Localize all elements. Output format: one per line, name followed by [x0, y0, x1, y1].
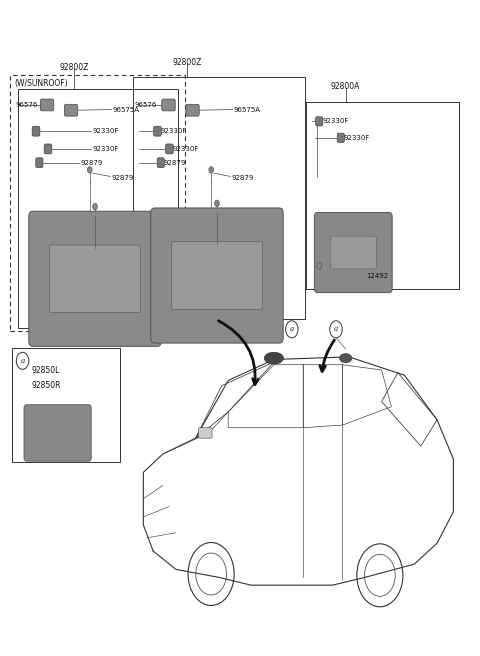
- Text: 96575A: 96575A: [112, 106, 139, 113]
- Text: 92330F: 92330F: [172, 146, 199, 152]
- FancyBboxPatch shape: [186, 104, 199, 116]
- FancyBboxPatch shape: [157, 157, 164, 167]
- Text: 96576: 96576: [135, 102, 157, 108]
- Circle shape: [93, 203, 97, 210]
- Text: 96576: 96576: [15, 102, 38, 108]
- Text: 92800Z: 92800Z: [172, 58, 202, 67]
- Text: 92800Z: 92800Z: [60, 63, 89, 72]
- Text: (W/SUNROOF): (W/SUNROOF): [14, 79, 68, 88]
- Text: 92879: 92879: [164, 159, 186, 166]
- FancyBboxPatch shape: [171, 242, 263, 310]
- Text: 92850R: 92850R: [31, 380, 60, 390]
- Text: 96575A: 96575A: [234, 106, 261, 113]
- FancyBboxPatch shape: [29, 211, 161, 346]
- Text: 92330F: 92330F: [160, 128, 187, 134]
- FancyBboxPatch shape: [32, 126, 40, 136]
- Bar: [18, 89, 178, 328]
- Bar: [10, 75, 185, 331]
- Ellipse shape: [339, 354, 352, 363]
- FancyBboxPatch shape: [64, 104, 78, 116]
- Text: 92330F: 92330F: [93, 128, 119, 134]
- Text: 92330F: 92330F: [344, 134, 370, 141]
- Text: a: a: [21, 357, 24, 365]
- Text: 92800A: 92800A: [331, 82, 360, 91]
- FancyBboxPatch shape: [40, 99, 54, 111]
- Circle shape: [209, 167, 214, 173]
- FancyBboxPatch shape: [199, 428, 212, 438]
- FancyBboxPatch shape: [162, 99, 175, 111]
- Text: 92879: 92879: [81, 159, 103, 166]
- Bar: [306, 102, 459, 289]
- Bar: [12, 348, 120, 462]
- FancyBboxPatch shape: [49, 245, 141, 313]
- Circle shape: [87, 167, 92, 173]
- FancyBboxPatch shape: [337, 133, 345, 142]
- FancyArrowPatch shape: [320, 340, 335, 371]
- FancyBboxPatch shape: [166, 144, 173, 154]
- Circle shape: [317, 262, 322, 269]
- Bar: [133, 77, 305, 319]
- Text: a: a: [290, 325, 294, 333]
- Text: 92330F: 92330F: [322, 118, 348, 125]
- FancyArrowPatch shape: [218, 321, 258, 384]
- FancyBboxPatch shape: [44, 144, 52, 154]
- Text: 92879: 92879: [112, 174, 134, 181]
- Text: 92330F: 92330F: [93, 146, 119, 152]
- FancyBboxPatch shape: [151, 208, 283, 343]
- Ellipse shape: [264, 352, 284, 364]
- Text: 12492: 12492: [366, 272, 388, 279]
- Text: 92850L: 92850L: [31, 366, 60, 375]
- FancyBboxPatch shape: [36, 157, 43, 167]
- FancyBboxPatch shape: [154, 126, 161, 136]
- Circle shape: [215, 200, 219, 207]
- FancyBboxPatch shape: [330, 236, 376, 269]
- FancyBboxPatch shape: [316, 117, 323, 126]
- Text: a: a: [334, 325, 338, 333]
- FancyBboxPatch shape: [314, 213, 392, 293]
- Text: 92879: 92879: [232, 174, 254, 181]
- FancyBboxPatch shape: [24, 405, 91, 461]
